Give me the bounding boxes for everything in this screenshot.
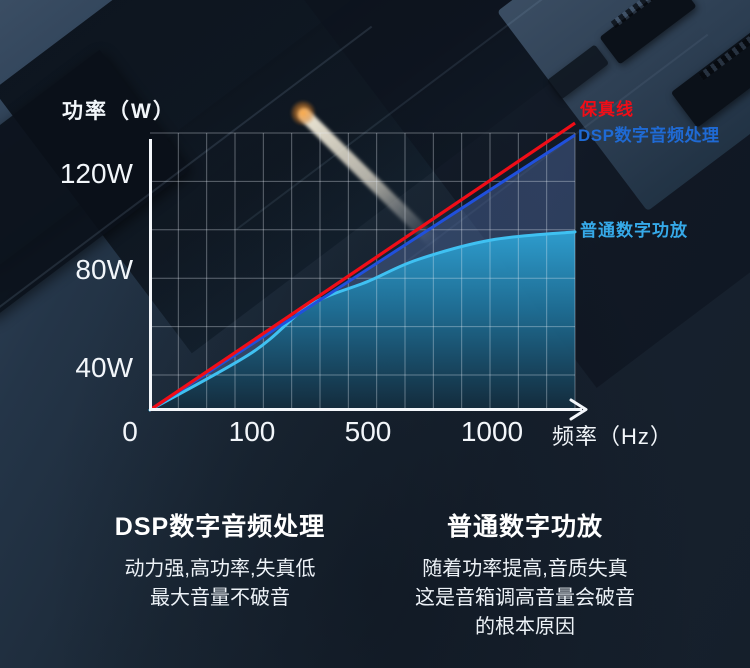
y-tick-120w: 120W [59,158,133,189]
dsp-description-title: DSP数字音频处理 [114,513,326,541]
ordinary-amp-description-line-1: 随着功率提高,音质失真 [422,558,628,580]
chart-series-lines [148,121,577,412]
x-tick-100: 100 [228,416,276,447]
y-axis-title: 功率（W） [62,100,176,123]
ordinary-amp-area-fill [150,231,575,410]
ordinary-amp-line-label: 普通数字功放 [580,221,688,240]
x-tick-0: 0 [122,416,138,447]
y-tick-40w: 40W [75,352,133,383]
fidelity-line [149,121,576,412]
dsp-line-label: DSP数字音频处理 [578,126,720,145]
ordinary-amp-description-line-3: 的根本原因 [475,616,575,638]
dsp-description-line-2: 最大音量不破音 [150,587,290,609]
x-tick-1000: 1000 [460,416,524,447]
chart-grid [150,132,576,410]
ordinary-amp-description-line-2: 这是音箱调高音量会破音 [415,587,635,609]
y-tick-80w: 80W [75,254,133,285]
ordinary-amp-description-title: 普通数字功放 [446,513,603,541]
light-beam-glow [290,100,316,126]
ordinary-amp-curve [148,230,577,412]
dsp-line [149,133,576,412]
dsp-description-line-1: 动力强,高功率,失真低 [124,558,316,580]
fidelity-line-label: 保真线 [580,100,634,119]
chart-axes [149,139,588,421]
dsp-description-column: DSP数字音频处理 动力强,高功率,失真低 最大音量不破音 [75,507,365,613]
ordinary-amp-description-column: 普通数字功放 随着功率提高,音质失真 这是音箱调高音量会破音 的根本原因 [385,507,665,642]
x-axis-title: 频率（Hz） [552,424,673,449]
x-tick-500: 500 [344,416,392,447]
x-axis-arrow-icon [569,398,588,421]
